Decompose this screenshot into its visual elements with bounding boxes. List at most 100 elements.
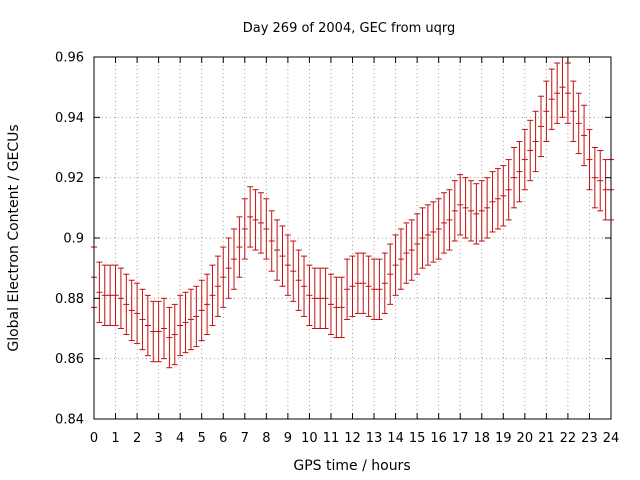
error-bar xyxy=(473,183,480,245)
error-bar xyxy=(101,264,108,326)
error-bar xyxy=(451,180,458,242)
error-bar xyxy=(214,255,221,317)
x-tick-label: 16 xyxy=(430,431,447,446)
y-tick-label: 0.94 xyxy=(55,111,84,126)
y-tick-label: 0.92 xyxy=(55,171,84,186)
error-bar xyxy=(494,168,501,230)
error-bar xyxy=(311,267,318,329)
error-bar xyxy=(279,225,286,287)
x-tick-label: 17 xyxy=(452,431,469,446)
error-bar xyxy=(392,234,399,296)
error-bar xyxy=(193,285,200,348)
x-tick-label: 2 xyxy=(133,431,141,446)
error-bar xyxy=(204,273,211,336)
error-bar xyxy=(521,128,528,191)
x-tick-label: 22 xyxy=(560,431,577,446)
error-bar xyxy=(505,159,512,221)
y-tick-label: 0.88 xyxy=(55,292,84,307)
error-bar xyxy=(344,258,351,320)
x-tick-label: 14 xyxy=(387,431,404,446)
error-bar xyxy=(171,303,178,366)
error-bar xyxy=(371,258,378,320)
x-tick-label: 11 xyxy=(323,431,340,446)
x-tick-label: 13 xyxy=(366,431,383,446)
error-bar xyxy=(527,119,534,182)
error-bar xyxy=(295,249,302,311)
error-bar xyxy=(257,192,264,254)
error-bar xyxy=(306,264,313,326)
error-bar xyxy=(301,255,308,317)
error-bar xyxy=(123,273,130,336)
error-bar xyxy=(349,255,356,317)
error-bar xyxy=(570,80,577,142)
error-bar xyxy=(150,300,157,363)
error-bar xyxy=(397,228,404,290)
error-bar xyxy=(414,213,421,275)
x-tick-label: 5 xyxy=(198,431,206,446)
error-bar xyxy=(134,282,141,345)
error-bar xyxy=(424,204,431,266)
error-bar xyxy=(338,276,345,339)
x-tick-labels: 0 1 2 3 4 5 6 7 8 9 10 11 12 13 14 15 16 17 18 19 20 21 22 23 24 xyxy=(90,431,619,446)
x-tick-label: 10 xyxy=(301,431,318,446)
x-tick-label: 21 xyxy=(538,431,555,446)
x-tick-label: 18 xyxy=(473,431,490,446)
error-bar xyxy=(274,219,281,281)
error-bar xyxy=(591,147,598,209)
error-bar xyxy=(381,252,388,314)
error-bar xyxy=(511,147,518,209)
error-bar xyxy=(365,255,372,317)
error-bar xyxy=(597,150,604,212)
error-bar xyxy=(231,228,238,290)
x-tick-label: 6 xyxy=(219,431,227,446)
error-bar xyxy=(408,219,415,281)
y-tick-label: 0.9 xyxy=(63,232,84,247)
error-bar xyxy=(290,240,297,302)
error-bar xyxy=(198,279,205,342)
error-bar xyxy=(500,165,507,227)
error-bar xyxy=(96,261,103,323)
error-bars xyxy=(91,56,614,369)
error-bar xyxy=(376,258,383,320)
error-bar xyxy=(467,180,474,242)
y-tick-labels: 0.84 0.86 0.88 0.9 0.92 0.94 0.96 xyxy=(55,51,84,428)
x-tick-label: 3 xyxy=(154,431,162,446)
x-tick-label: 23 xyxy=(581,431,598,446)
x-tick-label: 20 xyxy=(517,431,534,446)
error-bar xyxy=(139,288,146,351)
error-bar xyxy=(236,216,243,278)
x-tick-label: 0 xyxy=(90,431,98,446)
error-bar xyxy=(268,210,275,272)
error-bar xyxy=(112,264,119,326)
error-bar xyxy=(322,267,329,329)
error-bar xyxy=(559,56,566,118)
error-bar xyxy=(548,68,555,130)
error-bar xyxy=(241,198,248,260)
x-tick-label: 7 xyxy=(241,431,249,446)
error-bar xyxy=(317,267,324,329)
error-bar xyxy=(478,180,485,242)
error-bar xyxy=(532,110,539,173)
axis-ticks xyxy=(93,56,612,420)
error-bar xyxy=(144,294,151,357)
error-bar xyxy=(462,177,469,239)
error-bar xyxy=(403,222,410,284)
x-tick-label: 12 xyxy=(344,431,361,446)
x-tick-label: 19 xyxy=(495,431,512,446)
error-bar xyxy=(537,95,544,158)
error-bar xyxy=(182,291,189,354)
error-bar xyxy=(446,189,453,251)
x-tick-label: 9 xyxy=(284,431,292,446)
x-tick-label: 4 xyxy=(176,431,184,446)
error-bar xyxy=(354,252,361,314)
error-bar xyxy=(602,159,609,221)
error-bar xyxy=(333,276,340,339)
error-bar xyxy=(117,267,124,329)
error-bar xyxy=(457,174,464,236)
error-bar xyxy=(516,140,523,203)
error-bar xyxy=(247,186,254,248)
x-tick-label: 1 xyxy=(111,431,119,446)
error-bar xyxy=(209,264,216,326)
error-bar xyxy=(581,104,588,167)
